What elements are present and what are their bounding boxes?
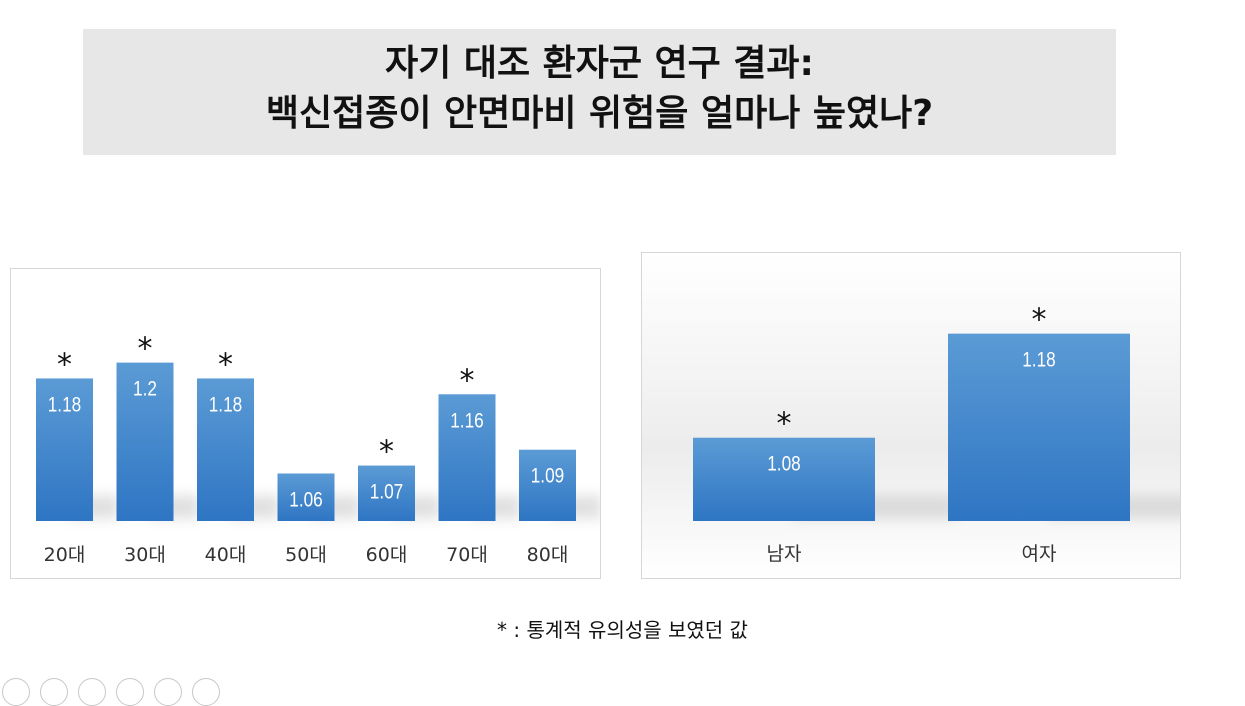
bar-value-label: 1.18	[1022, 349, 1056, 372]
significance-marker: *	[777, 407, 792, 442]
category-tick-label: 여자	[1022, 543, 1057, 565]
significance-marker: *	[57, 347, 72, 382]
sex-bar-chart: 1.08 * 남자 1.18 * 여자	[693, 303, 1180, 565]
bar-30대	[116, 362, 174, 521]
bar-value-label: 1.16	[450, 410, 484, 433]
bar-60대	[358, 465, 415, 521]
category-tick-label: 20대	[44, 544, 86, 566]
category-tick-label: 30대	[124, 544, 166, 566]
bar-70대	[438, 394, 496, 521]
category-tick-label: 80대	[527, 544, 569, 566]
bar-value-label: 1.18	[48, 394, 82, 417]
bar-20대	[36, 378, 93, 521]
nav-dot[interactable]	[116, 678, 144, 706]
bar-value-label: 1.18	[209, 394, 243, 417]
significance-marker: *	[218, 347, 233, 382]
category-tick-label: 70대	[446, 544, 488, 566]
slide-nav-dots	[0, 672, 260, 706]
category-tick-label: 40대	[205, 544, 247, 566]
category-tick-label: 60대	[366, 544, 408, 566]
nav-dot[interactable]	[40, 678, 68, 706]
category-tick-label: 50대	[285, 544, 327, 566]
sex-chart-panel: 1.08 * 남자 1.18 * 여자	[641, 252, 1181, 579]
nav-dot[interactable]	[154, 678, 182, 706]
title-line-2: 백신접종이 안면마비 위험을 얼마나 높였나?	[265, 93, 934, 134]
bar-value-label: 1.08	[767, 453, 801, 476]
nav-dot[interactable]	[78, 678, 106, 706]
significance-footnote: * : 통계적 유의성을 보였던 값	[497, 618, 748, 642]
nav-dot[interactable]	[2, 678, 30, 706]
bar-여자	[948, 333, 1130, 521]
age-chart-panel: 1.18 * 20대 1.2 * 30대 1.18 * 40대 1.06 50대 1.07 * 60대 1.…	[10, 268, 601, 579]
bar-80대	[519, 449, 576, 521]
significance-marker: *	[379, 435, 394, 470]
age-bar-chart: 1.18 * 20대 1.2 * 30대 1.18 * 40대 1.06 50대 1.07 * 60대 1.…	[36, 332, 600, 566]
nav-dot[interactable]	[192, 678, 220, 706]
bar-value-label: 1.09	[531, 465, 565, 488]
bar-value-label: 1.07	[370, 481, 404, 504]
bar-남자	[693, 437, 875, 521]
significance-marker: *	[1032, 303, 1047, 338]
title-banner: 자기 대조 환자군 연구 결과: 백신접종이 안면마비 위험을 얼마나 높였나?	[83, 29, 1116, 155]
title-line-1: 자기 대조 환자군 연구 결과:	[385, 43, 814, 84]
bar-50대	[277, 473, 335, 521]
category-tick-label: 남자	[767, 543, 802, 565]
significance-marker: *	[138, 332, 153, 367]
bar-value-label: 1.06	[289, 489, 323, 512]
significance-marker: *	[460, 363, 475, 398]
bar-value-label: 1.2	[133, 378, 157, 401]
bar-40대	[197, 378, 254, 521]
